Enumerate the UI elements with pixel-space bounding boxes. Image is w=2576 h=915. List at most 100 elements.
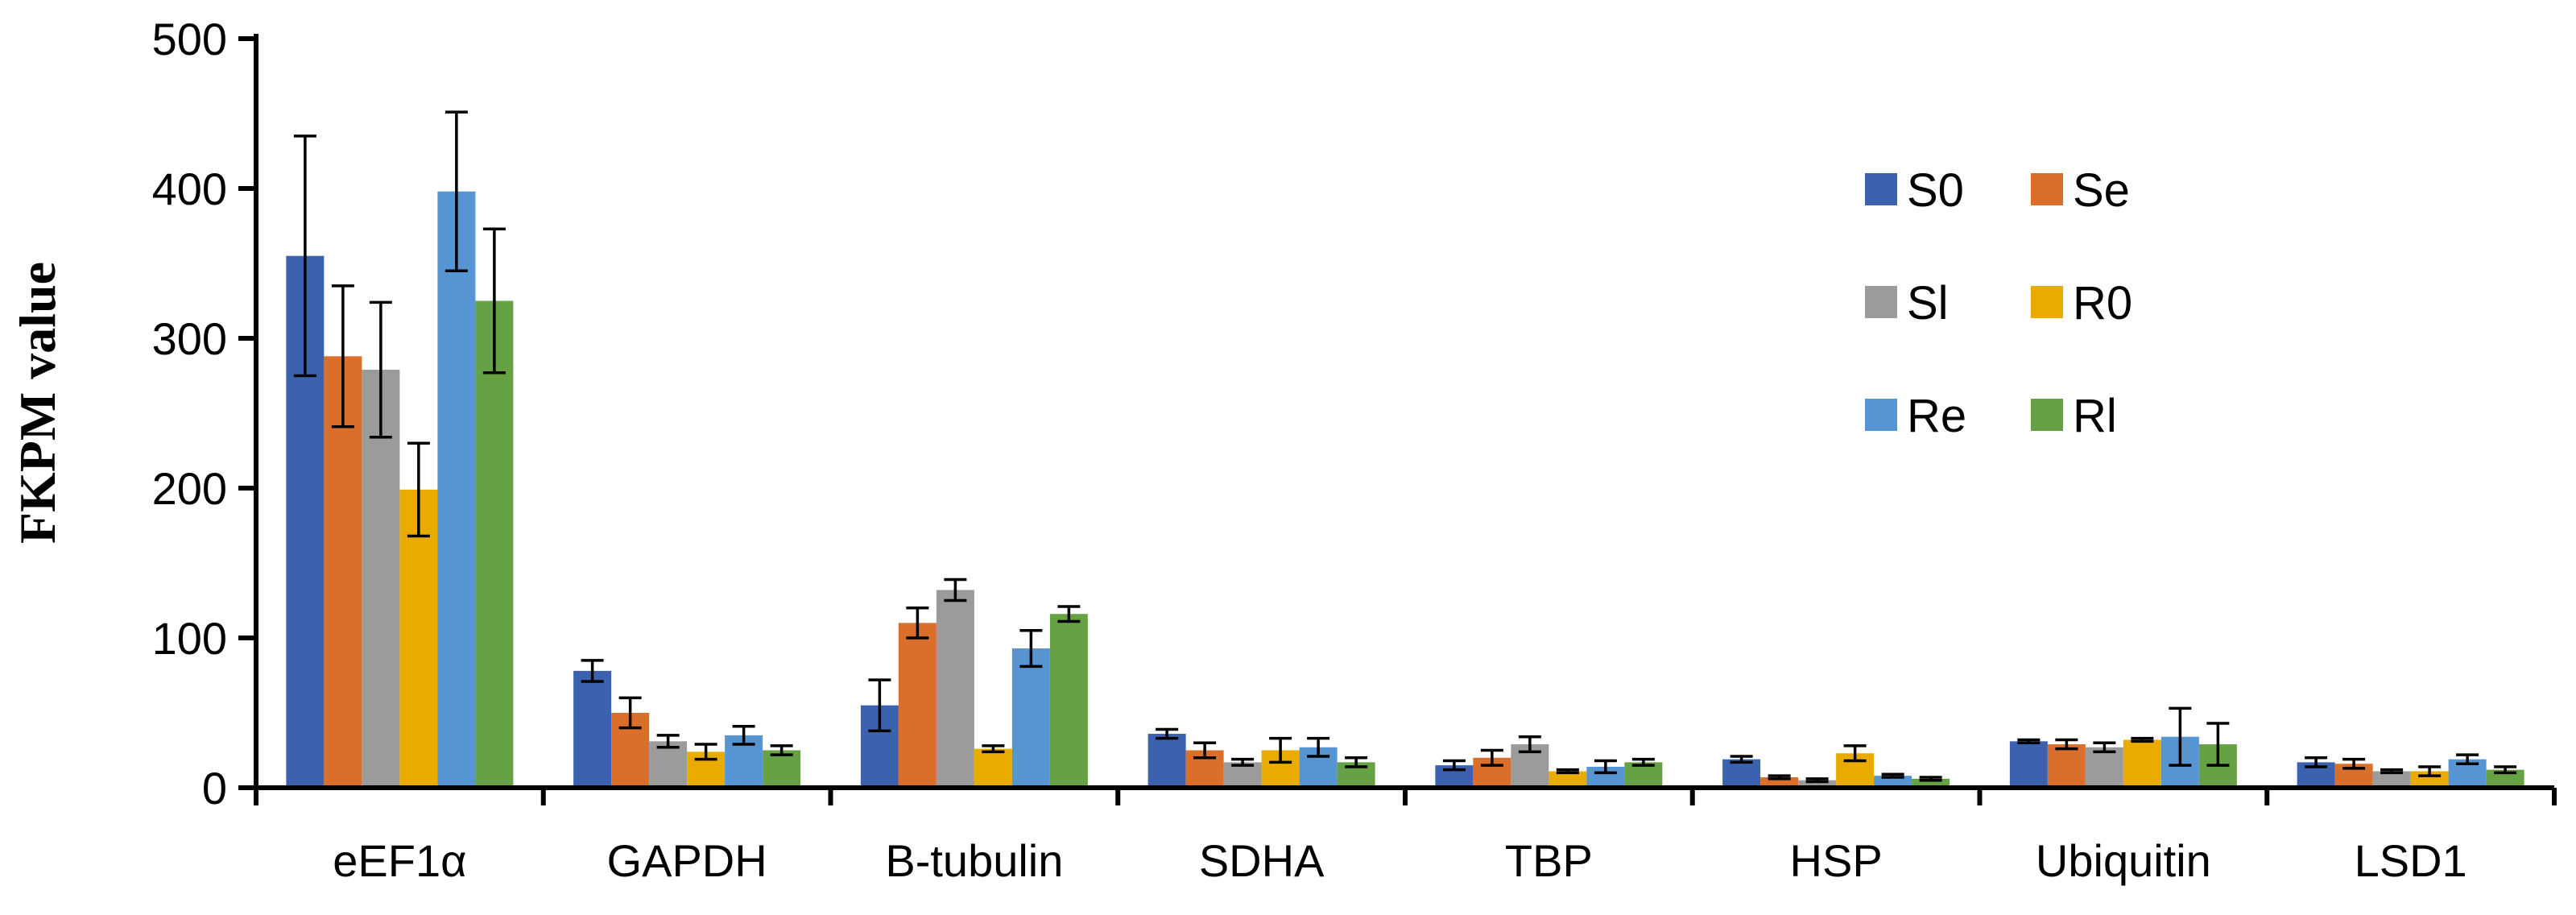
legend-label: Rl <box>2073 390 2117 442</box>
legend-label: S0 <box>1907 164 1964 217</box>
legend: S0 Se Sl R0 Re Rl <box>1865 164 2132 442</box>
x-tick-label: GAPDH <box>607 835 767 886</box>
error-bar-Rl-5 <box>1919 776 1942 782</box>
error-bar-Sl-0 <box>369 300 392 439</box>
error-bar-S0-6 <box>2017 738 2041 744</box>
error-bar-Sl-3 <box>1231 757 1255 767</box>
error-bar-S0-4 <box>1442 759 1466 772</box>
legend-swatch <box>1865 286 1897 318</box>
bar-Sl-7 <box>2372 771 2411 788</box>
bar-Re-5 <box>1874 776 1912 788</box>
error-bar-S0-5 <box>1730 755 1753 764</box>
error-bar-Re-0 <box>444 110 468 273</box>
x-tick-label: eEF1α <box>333 835 466 886</box>
error-bar-Sl-6 <box>2093 741 2116 754</box>
legend-label: Re <box>1907 390 1966 442</box>
error-bar-Re-5 <box>1881 772 1904 779</box>
legend-item-S0: S0 <box>1865 164 1964 217</box>
bar-R0-6 <box>2123 739 2161 788</box>
bar-S0-5 <box>1722 759 1761 788</box>
bar-S0-3 <box>1147 734 1186 788</box>
bar-Sl-1 <box>649 741 688 788</box>
error-bar-Sl-2 <box>944 578 967 602</box>
y-tick-label: 0 <box>202 763 227 814</box>
error-bar-Se-7 <box>2342 757 2366 770</box>
error-bar-Re-2 <box>1019 628 1043 669</box>
y-tick-label: 200 <box>152 463 227 514</box>
bar-Rl-7 <box>2486 769 2524 788</box>
x-axis: eEF1α GAPDH B-tubulin SDHA TBP HSP Ubiquitin LS… <box>254 785 2557 886</box>
error-bar-R0-7 <box>2418 765 2442 777</box>
bar-Sl-6 <box>2085 747 2123 788</box>
y-tick-label: 400 <box>152 164 227 214</box>
error-bar-Sl-7 <box>2380 768 2404 775</box>
legend-swatch <box>1865 173 1897 205</box>
bar-Sl-2 <box>936 590 974 788</box>
legend-swatch <box>1865 399 1897 431</box>
y-axis-title: FKPM value <box>9 262 66 544</box>
error-bar-Se-5 <box>1768 774 1791 780</box>
bar-Se-2 <box>898 623 937 788</box>
error-bar-Sl-1 <box>656 734 680 749</box>
bar-Se-0 <box>324 356 362 788</box>
error-bar-S0-2 <box>868 678 891 733</box>
x-tick-label: HSP <box>1790 835 1883 886</box>
bar-Sl-5 <box>1798 780 1837 788</box>
error-bar-Se-2 <box>906 607 929 640</box>
legend-item-Rl: Rl <box>2031 390 2117 442</box>
bar-Rl-2 <box>1049 614 1088 788</box>
error-bar-Se-1 <box>618 696 642 730</box>
error-bar-Rl-2 <box>1057 605 1081 623</box>
bar-R0-2 <box>974 748 1012 788</box>
error-bar-Sl-5 <box>1805 777 1829 784</box>
y-axis: 0 100 200 300 400 500 <box>152 14 258 814</box>
legend-item-Re: Re <box>1865 390 1966 442</box>
error-bar-Re-4 <box>1594 759 1617 775</box>
legend-label: Sl <box>1907 277 1949 329</box>
error-bar-Re-6 <box>2169 706 2192 767</box>
error-bar-Re-1 <box>732 724 755 746</box>
error-bar-R0-5 <box>1843 744 1867 763</box>
error-bar-Rl-6 <box>2206 722 2230 767</box>
error-bar-R0-1 <box>694 743 717 761</box>
legend-item-Sl: Sl <box>1865 277 1949 329</box>
error-bar-Se-0 <box>331 284 354 429</box>
error-bar-Rl-7 <box>2494 765 2517 775</box>
bar-Re-0 <box>437 191 476 789</box>
error-bar-Re-7 <box>2456 753 2479 765</box>
legend-item-Se: Se <box>2031 164 2130 217</box>
error-bar-Re-3 <box>1307 736 1330 758</box>
error-bar-Rl-1 <box>770 744 793 756</box>
bar-Rl-1 <box>763 750 801 788</box>
error-bar-R0-2 <box>982 744 1005 754</box>
error-bar-Rl-3 <box>1345 756 1368 768</box>
bar-S0-1 <box>573 670 612 788</box>
x-tick-label: Ubiquitin <box>2036 835 2211 886</box>
error-bar-Se-4 <box>1480 748 1503 767</box>
error-bar-S0-3 <box>1156 727 1179 740</box>
bar-Se-6 <box>2047 744 2086 788</box>
error-bar-Se-6 <box>2055 738 2078 751</box>
bar-R0-4 <box>1548 771 1587 788</box>
x-tick-label: TBP <box>1505 835 1593 886</box>
x-tick-label: LSD1 <box>2355 835 2467 886</box>
error-bar-Se-3 <box>1193 741 1217 760</box>
legend-swatch <box>2031 399 2063 431</box>
bar-Rl-5 <box>1912 778 1950 788</box>
error-bar-R0-0 <box>407 441 430 538</box>
legend-label: R0 <box>2073 277 2132 329</box>
error-bar-Rl-4 <box>1631 757 1655 767</box>
x-tick-label: SDHA <box>1199 835 1325 886</box>
error-bar-S0-0 <box>293 135 316 378</box>
y-tick-label: 100 <box>152 613 227 664</box>
legend-item-R0: R0 <box>2031 277 2132 329</box>
plot-area <box>286 110 2524 789</box>
y-tick-label: 500 <box>152 14 227 64</box>
bar-R0-0 <box>399 489 438 788</box>
bar-Sl-0 <box>362 370 400 788</box>
error-bar-Rl-0 <box>482 227 506 375</box>
x-tick-label: B-tubulin <box>885 835 1063 886</box>
legend-swatch <box>2031 286 2063 318</box>
error-bar-S0-7 <box>2305 756 2328 768</box>
